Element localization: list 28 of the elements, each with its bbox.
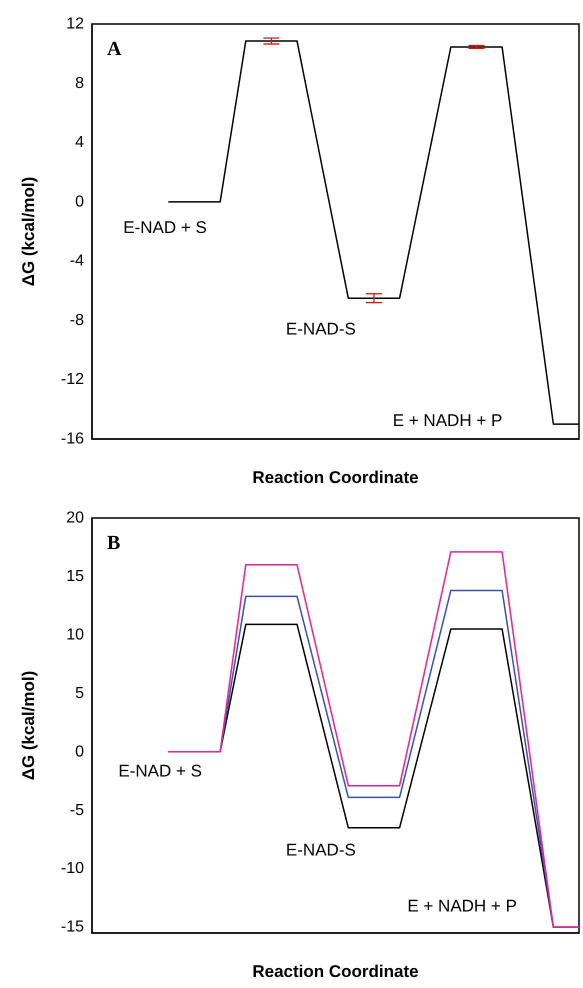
y-tick-label: -12 — [60, 371, 84, 388]
y-tick-label: -5 — [70, 802, 84, 819]
y-tick-label: -10 — [60, 860, 84, 878]
annotation: E-NAD-S — [286, 840, 356, 860]
y-tick-label: 0 — [75, 193, 84, 210]
y-tick-label: 15 — [66, 568, 84, 585]
text: A — [107, 38, 122, 60]
annotation: E + NADH + P — [407, 896, 517, 916]
text: B — [107, 532, 120, 554]
y-tick-label: 10 — [66, 626, 84, 644]
y-axis-title: ΔG (kcal/mol) — [19, 670, 38, 780]
x-axis-title: Reaction Coordinate — [252, 962, 419, 981]
y-tick-label: 12 — [66, 16, 84, 32]
y-tick-label: 20 — [66, 510, 84, 526]
y-tick-label: -16 — [60, 430, 84, 448]
y-axis-title: ΔG (kcal/mol) — [19, 176, 38, 286]
annotation: E-NAD + S — [118, 762, 202, 781]
x-axis-title: Reaction Coordinate — [252, 468, 419, 487]
y-tick-label: -8 — [70, 312, 84, 329]
annotation: E + NADH + P — [392, 410, 502, 430]
y-tick-label: 0 — [75, 743, 84, 760]
y-tick-label: 8 — [75, 74, 84, 92]
y-tick-label: 4 — [75, 134, 84, 152]
y-tick-label: 5 — [75, 684, 84, 702]
y-tick-label: -4 — [70, 252, 84, 270]
y-tick-label: -15 — [60, 918, 84, 936]
annotation: E-NAD-S — [286, 320, 356, 339]
annotation: E-NAD + S — [123, 218, 207, 237]
